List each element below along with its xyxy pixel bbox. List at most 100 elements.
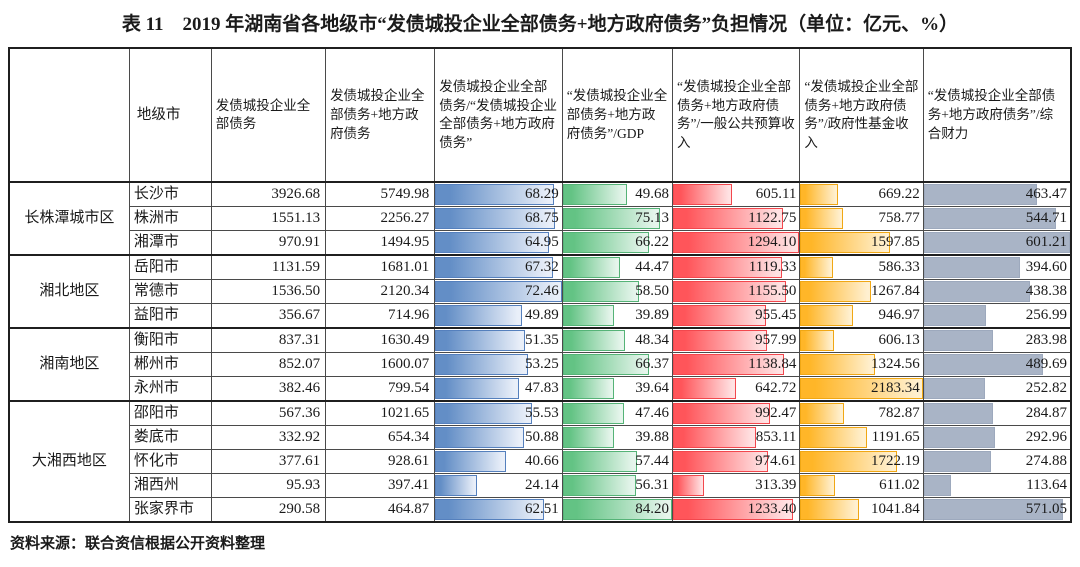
value-text: 1191.65 bbox=[871, 429, 920, 446]
value-text: 946.97 bbox=[878, 307, 920, 324]
city-cell: 娄底市 bbox=[128, 425, 212, 451]
value-text: 56.31 bbox=[635, 477, 669, 494]
gray-data-bar bbox=[924, 281, 1031, 303]
value-text: 1324.56 bbox=[871, 356, 920, 373]
value-cell-v0: 332.92 bbox=[210, 425, 327, 451]
value-text: 957.99 bbox=[755, 332, 797, 349]
value-cell-v2: 49.89 bbox=[434, 303, 563, 329]
green-data-bar bbox=[563, 427, 615, 449]
value-cell-v3: 39.89 bbox=[561, 303, 673, 329]
value-text: 1597.85 bbox=[871, 234, 920, 251]
region-cell: 长株潭城市区 bbox=[8, 181, 130, 256]
value-cell-v5: 1597.85 bbox=[799, 230, 924, 256]
table-row: 长株潭城市区 长沙市 3926.68 5749.98 68.29 49.68 605.11 6… bbox=[8, 181, 1072, 256]
gray-data-bar bbox=[924, 354, 1043, 376]
gray-data-bar bbox=[924, 427, 996, 449]
gray-data-bar bbox=[924, 330, 993, 352]
value-text: 62.51 bbox=[524, 501, 559, 518]
value-cell-v0: 970.91 bbox=[210, 230, 327, 256]
blue-data-bar bbox=[435, 451, 507, 473]
value-cell-v6: 463.47 bbox=[922, 181, 1072, 208]
blue-data-bar bbox=[435, 257, 553, 279]
value-text: 39.64 bbox=[635, 380, 669, 397]
header-cell-v5: “发债城投企业全部债务+地方政府债务”/政府性基金收入 bbox=[799, 47, 924, 183]
orange-data-bar bbox=[800, 354, 875, 376]
value-cell-v3: 49.68 bbox=[561, 181, 673, 208]
orange-data-bar bbox=[800, 305, 854, 327]
value-text: 75.13 bbox=[635, 210, 669, 227]
value-cell-v2: 24.14 bbox=[434, 473, 563, 499]
value-text: 1294.10 bbox=[747, 234, 797, 251]
red-data-bar bbox=[673, 354, 785, 376]
value-cell-v6: 256.99 bbox=[922, 303, 1072, 329]
blue-data-bar bbox=[435, 281, 562, 303]
value-cell-v4: 1294.10 bbox=[671, 230, 801, 256]
header-cell-v4: “发债城投企业全部债务+地方政府债务”/一般公共预算收入 bbox=[671, 47, 801, 183]
value-cell-v1: 2256.27 bbox=[325, 206, 436, 232]
value-text: 394.60 bbox=[1025, 259, 1067, 276]
value-cell-v2: 53.25 bbox=[434, 352, 563, 378]
value-cell-v2: 40.66 bbox=[434, 449, 563, 475]
header-cell-v2: 发债城投企业全部债务/“发债城投企业全部债务+地方政府债务” bbox=[434, 47, 563, 183]
value-cell-v5: 2183.34 bbox=[799, 376, 924, 402]
value-text: 669.22 bbox=[878, 186, 920, 203]
value-cell-v6: 284.87 bbox=[922, 400, 1072, 427]
header-cell-v3: “发债城投企业全部债务+地方政府债务”/GDP bbox=[561, 47, 673, 183]
city-cell: 湘西州 bbox=[128, 473, 212, 499]
blue-data-bar bbox=[435, 232, 549, 254]
value-cell-v5: 1041.84 bbox=[799, 497, 924, 523]
value-text: 313.39 bbox=[755, 477, 797, 494]
table-row: 常德市 1536.50 2120.34 72.46 58.50 1155.50 1267.8… bbox=[9, 279, 1072, 305]
value-cell-v1: 1494.95 bbox=[325, 230, 436, 256]
value-text: 605.11 bbox=[755, 186, 797, 203]
green-data-bar bbox=[563, 257, 621, 279]
value-cell-v0: 852.07 bbox=[210, 352, 327, 378]
gray-data-bar bbox=[924, 451, 991, 473]
value-text: 66.37 bbox=[635, 356, 669, 373]
value-text: 49.68 bbox=[635, 186, 669, 203]
gray-data-bar bbox=[924, 378, 986, 400]
city-cell: 怀化市 bbox=[128, 449, 212, 475]
value-text: 48.34 bbox=[635, 332, 669, 349]
gray-data-bar bbox=[924, 305, 987, 327]
table-row: 益阳市 356.67 714.96 49.89 39.89 955.45 946.97 256… bbox=[9, 303, 1072, 329]
value-cell-v0: 3926.68 bbox=[210, 181, 327, 208]
table-row: 株洲市 1551.13 2256.27 68.75 75.13 1122.75 758.77… bbox=[9, 206, 1072, 232]
gray-data-bar bbox=[924, 257, 1020, 279]
green-data-bar bbox=[563, 378, 615, 400]
value-text: 283.98 bbox=[1025, 332, 1067, 349]
value-text: 611.02 bbox=[879, 477, 920, 494]
green-data-bar bbox=[563, 281, 639, 303]
table-row: 湘潭市 970.91 1494.95 64.95 66.22 1294.10 1597.85… bbox=[9, 230, 1072, 256]
value-cell-v2: 62.51 bbox=[434, 497, 563, 523]
blue-data-bar bbox=[435, 208, 556, 230]
red-data-bar bbox=[673, 378, 736, 400]
gray-data-bar bbox=[924, 184, 1037, 206]
value-text: 256.99 bbox=[1025, 307, 1067, 324]
green-data-bar bbox=[563, 475, 636, 497]
value-cell-v4: 313.39 bbox=[671, 473, 801, 499]
value-cell-v2: 64.95 bbox=[434, 230, 563, 256]
gray-data-bar bbox=[924, 232, 1070, 254]
value-cell-v2: 68.75 bbox=[434, 206, 563, 232]
blue-data-bar bbox=[435, 184, 555, 206]
value-cell-v5: 782.87 bbox=[799, 400, 924, 427]
orange-data-bar bbox=[800, 257, 834, 279]
value-text: 51.35 bbox=[524, 332, 559, 349]
green-data-bar bbox=[563, 208, 661, 230]
value-text: 284.87 bbox=[1025, 405, 1067, 422]
value-cell-v3: 47.46 bbox=[561, 400, 673, 427]
blue-data-bar bbox=[435, 354, 529, 376]
value-text: 463.47 bbox=[1025, 186, 1067, 203]
value-text: 47.46 bbox=[635, 405, 669, 422]
value-cell-v2: 68.29 bbox=[434, 181, 563, 208]
red-data-bar bbox=[673, 257, 783, 279]
value-text: 1233.40 bbox=[747, 501, 797, 518]
green-data-bar bbox=[563, 330, 626, 352]
value-cell-v4: 955.45 bbox=[671, 303, 801, 329]
value-text: 39.88 bbox=[635, 429, 669, 446]
blue-data-bar bbox=[435, 378, 519, 400]
green-data-bar bbox=[563, 451, 638, 473]
value-cell-v0: 290.58 bbox=[210, 497, 327, 523]
blue-data-bar bbox=[435, 403, 533, 425]
